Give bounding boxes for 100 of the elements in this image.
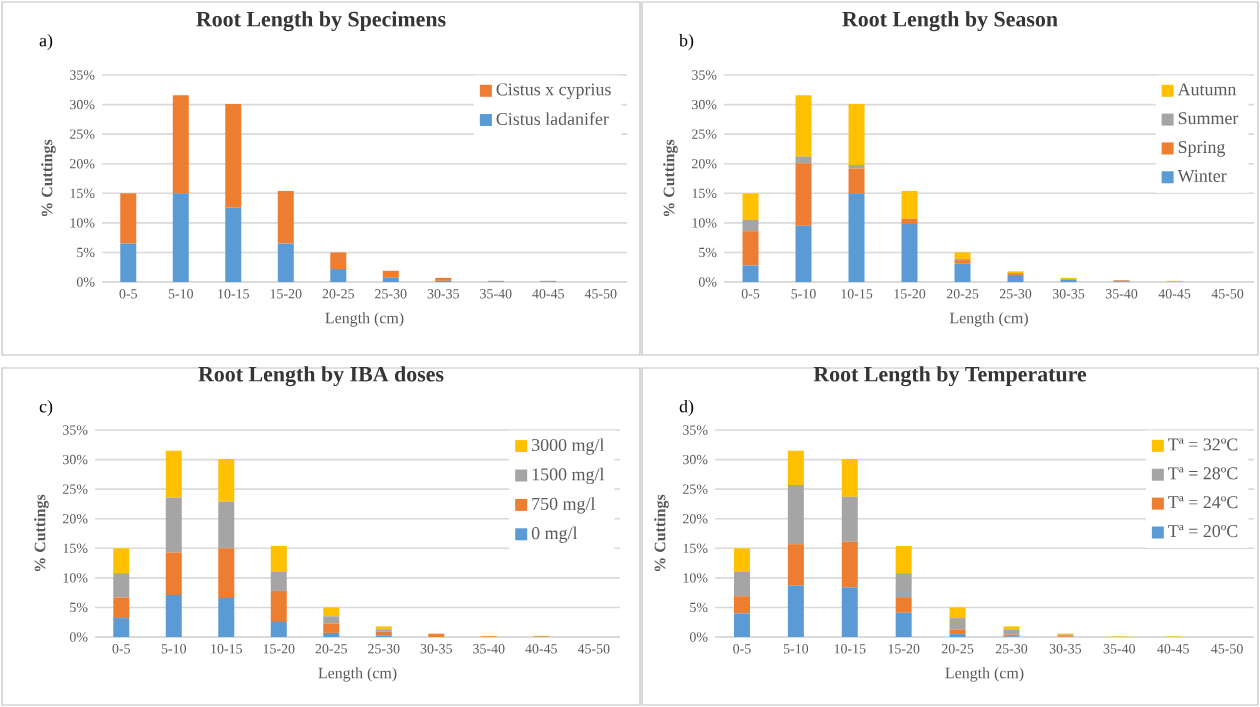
x-tick-label: 15-20 xyxy=(894,289,926,299)
x-axis-title: Length (cm) xyxy=(325,312,404,327)
legend-label: Tª = 24ºC xyxy=(1168,496,1238,509)
x-tick-label: 5-10 xyxy=(161,644,187,654)
x-tick-label: 25-30 xyxy=(375,289,407,299)
x-tick-label: 25-30 xyxy=(368,644,400,654)
y-tick-label: 5% xyxy=(699,247,717,258)
y-tick-label: 5% xyxy=(77,247,95,258)
x-tick-label: 0-5 xyxy=(733,644,751,654)
x-tick-label: 0-5 xyxy=(741,289,760,299)
y-tick-label: 10% xyxy=(63,573,88,583)
text: a) xyxy=(39,33,53,51)
y-tick-label: 20% xyxy=(70,158,95,169)
x-tick-label: 35-40 xyxy=(1103,644,1135,654)
y-tick-label: 35% xyxy=(63,425,88,435)
legend-label: 1500 mg/l xyxy=(532,467,605,485)
x-tick-label: 20-25 xyxy=(315,644,347,654)
legend-label: Summer xyxy=(1178,112,1239,125)
y-tick-label: 15% xyxy=(63,543,88,554)
y-axis-title: % Cuttings xyxy=(663,139,678,217)
legend-label: Autumn xyxy=(1177,83,1237,96)
legend-label: 3000 mg/l xyxy=(532,438,605,455)
chart-title: Root Length by Specimens xyxy=(196,11,446,32)
y-tick-label: 20% xyxy=(692,158,717,169)
x-tick-label: 20-25 xyxy=(946,289,979,299)
x-tick-label: 25-30 xyxy=(999,289,1032,299)
x-tick-label: 10-15 xyxy=(211,644,242,654)
y-axis-title: % Cuttings xyxy=(34,494,49,572)
legend-label: Cistus ladanifer xyxy=(496,112,609,126)
x-tick-label: 20-25 xyxy=(322,289,354,299)
chart-title: Root Length by IBA doses xyxy=(198,366,444,387)
x-tick-label: 45-50 xyxy=(1211,644,1243,654)
legend-label: Winter xyxy=(1177,169,1227,182)
y-tick-label: 30% xyxy=(63,454,88,465)
legend-label: Tª = 32ºC xyxy=(1168,438,1238,451)
x-tick-label: 15-20 xyxy=(888,644,920,654)
y-tick-label: 15% xyxy=(683,543,708,554)
x-tick-label: 10-15 xyxy=(218,289,249,299)
y-tick-label: 5% xyxy=(690,602,708,613)
x-tick-label: 5-10 xyxy=(168,289,194,299)
legend-label: 0 mg/l xyxy=(531,526,578,543)
legend-label: Tª = 28ºC xyxy=(1168,467,1238,480)
x-tick-label: 30-35 xyxy=(1052,289,1085,299)
legend-label: Tª = 20ºC xyxy=(1168,525,1238,538)
x-tick-label: 15-20 xyxy=(263,644,295,654)
x-axis-title: Length (cm) xyxy=(949,312,1028,327)
y-tick-label: 25% xyxy=(683,484,708,494)
x-tick-label: 5-10 xyxy=(791,289,816,299)
y-tick-label: 30% xyxy=(683,454,708,465)
x-tick-label: 45-50 xyxy=(1211,289,1244,299)
legend-label: Cistus x cyprius xyxy=(496,83,611,100)
y-tick-label: 10% xyxy=(70,218,95,228)
y-tick-label: 20% xyxy=(683,514,708,524)
x-tick-label: 40-45 xyxy=(532,289,565,299)
x-tick-label: 10-15 xyxy=(841,289,873,299)
x-tick-label: 40-45 xyxy=(1157,644,1189,654)
x-tick-label: 15-20 xyxy=(270,289,302,299)
y-tick-label: 20% xyxy=(63,514,88,524)
y-tick-label: 25% xyxy=(692,129,717,139)
x-tick-label: 30-35 xyxy=(420,644,452,654)
y-tick-label: 25% xyxy=(63,484,88,494)
x-tick-label: 35-40 xyxy=(1105,289,1138,299)
x-axis-title: Length (cm) xyxy=(318,667,397,682)
y-axis-title: % Cuttings xyxy=(654,494,669,572)
x-tick-label: 30-35 xyxy=(427,289,459,299)
x-tick-label: 35-40 xyxy=(473,644,505,654)
text: c) xyxy=(39,399,53,417)
y-tick-label: 15% xyxy=(70,188,95,199)
y-tick-label: 0% xyxy=(689,632,708,642)
y-tick-label: 0% xyxy=(76,277,95,287)
x-tick-label: 5-10 xyxy=(783,644,809,654)
x-tick-label: 40-45 xyxy=(525,644,558,654)
x-tick-label: 30-35 xyxy=(1049,644,1082,654)
y-tick-label: 10% xyxy=(692,218,717,228)
text: b) xyxy=(679,33,694,51)
y-tick-label: 10% xyxy=(683,573,708,583)
y-tick-label: 35% xyxy=(70,70,95,80)
y-tick-label: 30% xyxy=(70,99,95,110)
x-tick-label: 45-50 xyxy=(584,289,617,299)
y-tick-label: 35% xyxy=(692,70,717,80)
legend-label: 750 mg/l xyxy=(532,497,596,514)
y-tick-label: 5% xyxy=(70,602,88,613)
y-axis-title: % Cuttings xyxy=(41,139,56,217)
chart-title: Root Length by Temperature xyxy=(813,366,1087,387)
x-tick-label: 45-50 xyxy=(577,644,610,654)
legend-label: Spring xyxy=(1178,141,1226,157)
x-tick-label: 0-5 xyxy=(112,644,131,654)
x-tick-label: 25-30 xyxy=(995,644,1028,654)
x-tick-label: 20-25 xyxy=(941,644,974,654)
x-tick-label: 0-5 xyxy=(119,289,138,299)
y-tick-label: 0% xyxy=(698,277,717,287)
y-tick-label: 35% xyxy=(683,425,708,435)
x-tick-label: 35-40 xyxy=(480,289,512,299)
y-tick-label: 15% xyxy=(692,188,717,199)
x-tick-label: 40-45 xyxy=(1158,289,1191,299)
chart-title: Root Length by Season xyxy=(842,11,1058,32)
text: d) xyxy=(679,399,694,417)
y-tick-label: 30% xyxy=(692,99,717,110)
x-tick-label: 10-15 xyxy=(834,644,866,654)
y-tick-label: 0% xyxy=(69,632,88,642)
